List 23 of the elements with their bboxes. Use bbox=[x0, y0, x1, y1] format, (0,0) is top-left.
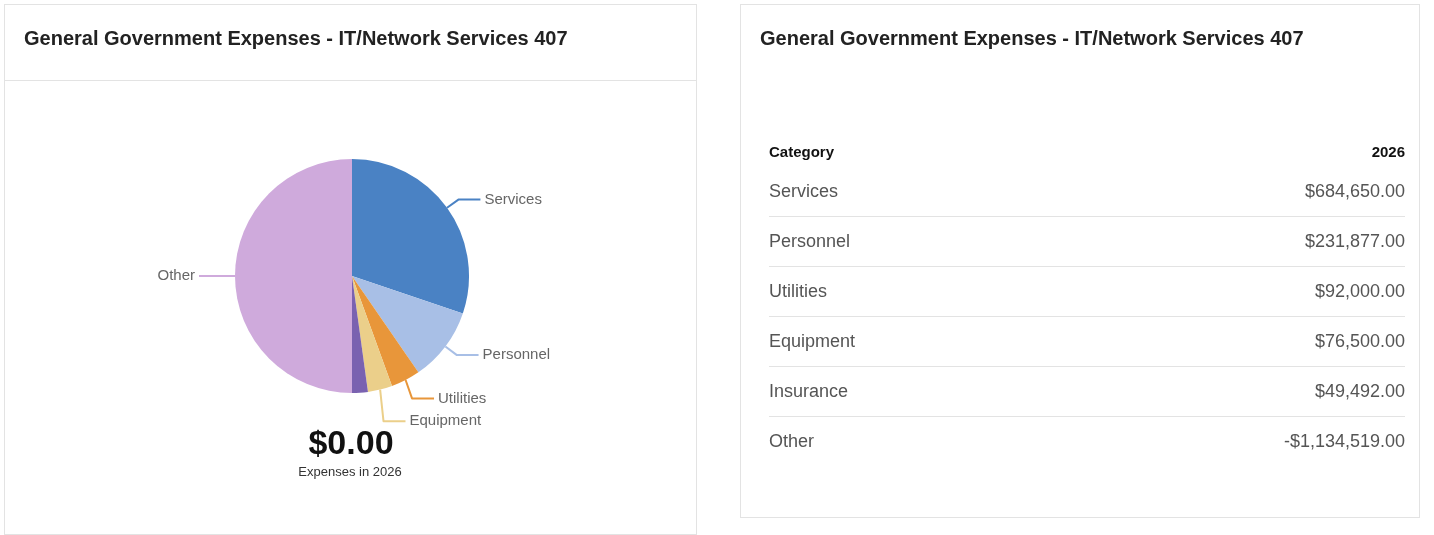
slice-label: Personnel bbox=[482, 345, 551, 363]
text: Category bbox=[769, 143, 835, 162]
chart-title: General Government Expenses - IT/Network Services 407 bbox=[5, 5, 696, 81]
category-label: Services bbox=[769, 181, 839, 202]
text: 2026 bbox=[1371, 143, 1405, 162]
text: $49,492.00 bbox=[1314, 381, 1405, 401]
text: -$1,134,519.00 bbox=[1283, 431, 1405, 451]
slice-label: Equipment bbox=[409, 411, 483, 429]
category-label: Equipment bbox=[769, 331, 856, 352]
category-label: Utilities bbox=[769, 281, 828, 302]
text: Expenses in 2026 bbox=[297, 464, 403, 479]
slice-label: Services bbox=[484, 189, 542, 207]
slice-label: Other bbox=[157, 266, 195, 284]
category-label: Personnel bbox=[769, 231, 851, 252]
slice-label: Utilities bbox=[438, 388, 487, 406]
text: $231,877.00 bbox=[1304, 231, 1405, 251]
text: General Government Expenses - IT/Network Services 407 bbox=[759, 26, 1305, 51]
text: $92,000.00 bbox=[1314, 281, 1405, 301]
text: $684,650.00 bbox=[1304, 181, 1405, 201]
category-label: Insurance bbox=[769, 381, 849, 402]
text: $76,500.00 bbox=[1314, 331, 1405, 351]
category-label: Other bbox=[769, 431, 815, 452]
text: $0.00 bbox=[308, 423, 394, 462]
